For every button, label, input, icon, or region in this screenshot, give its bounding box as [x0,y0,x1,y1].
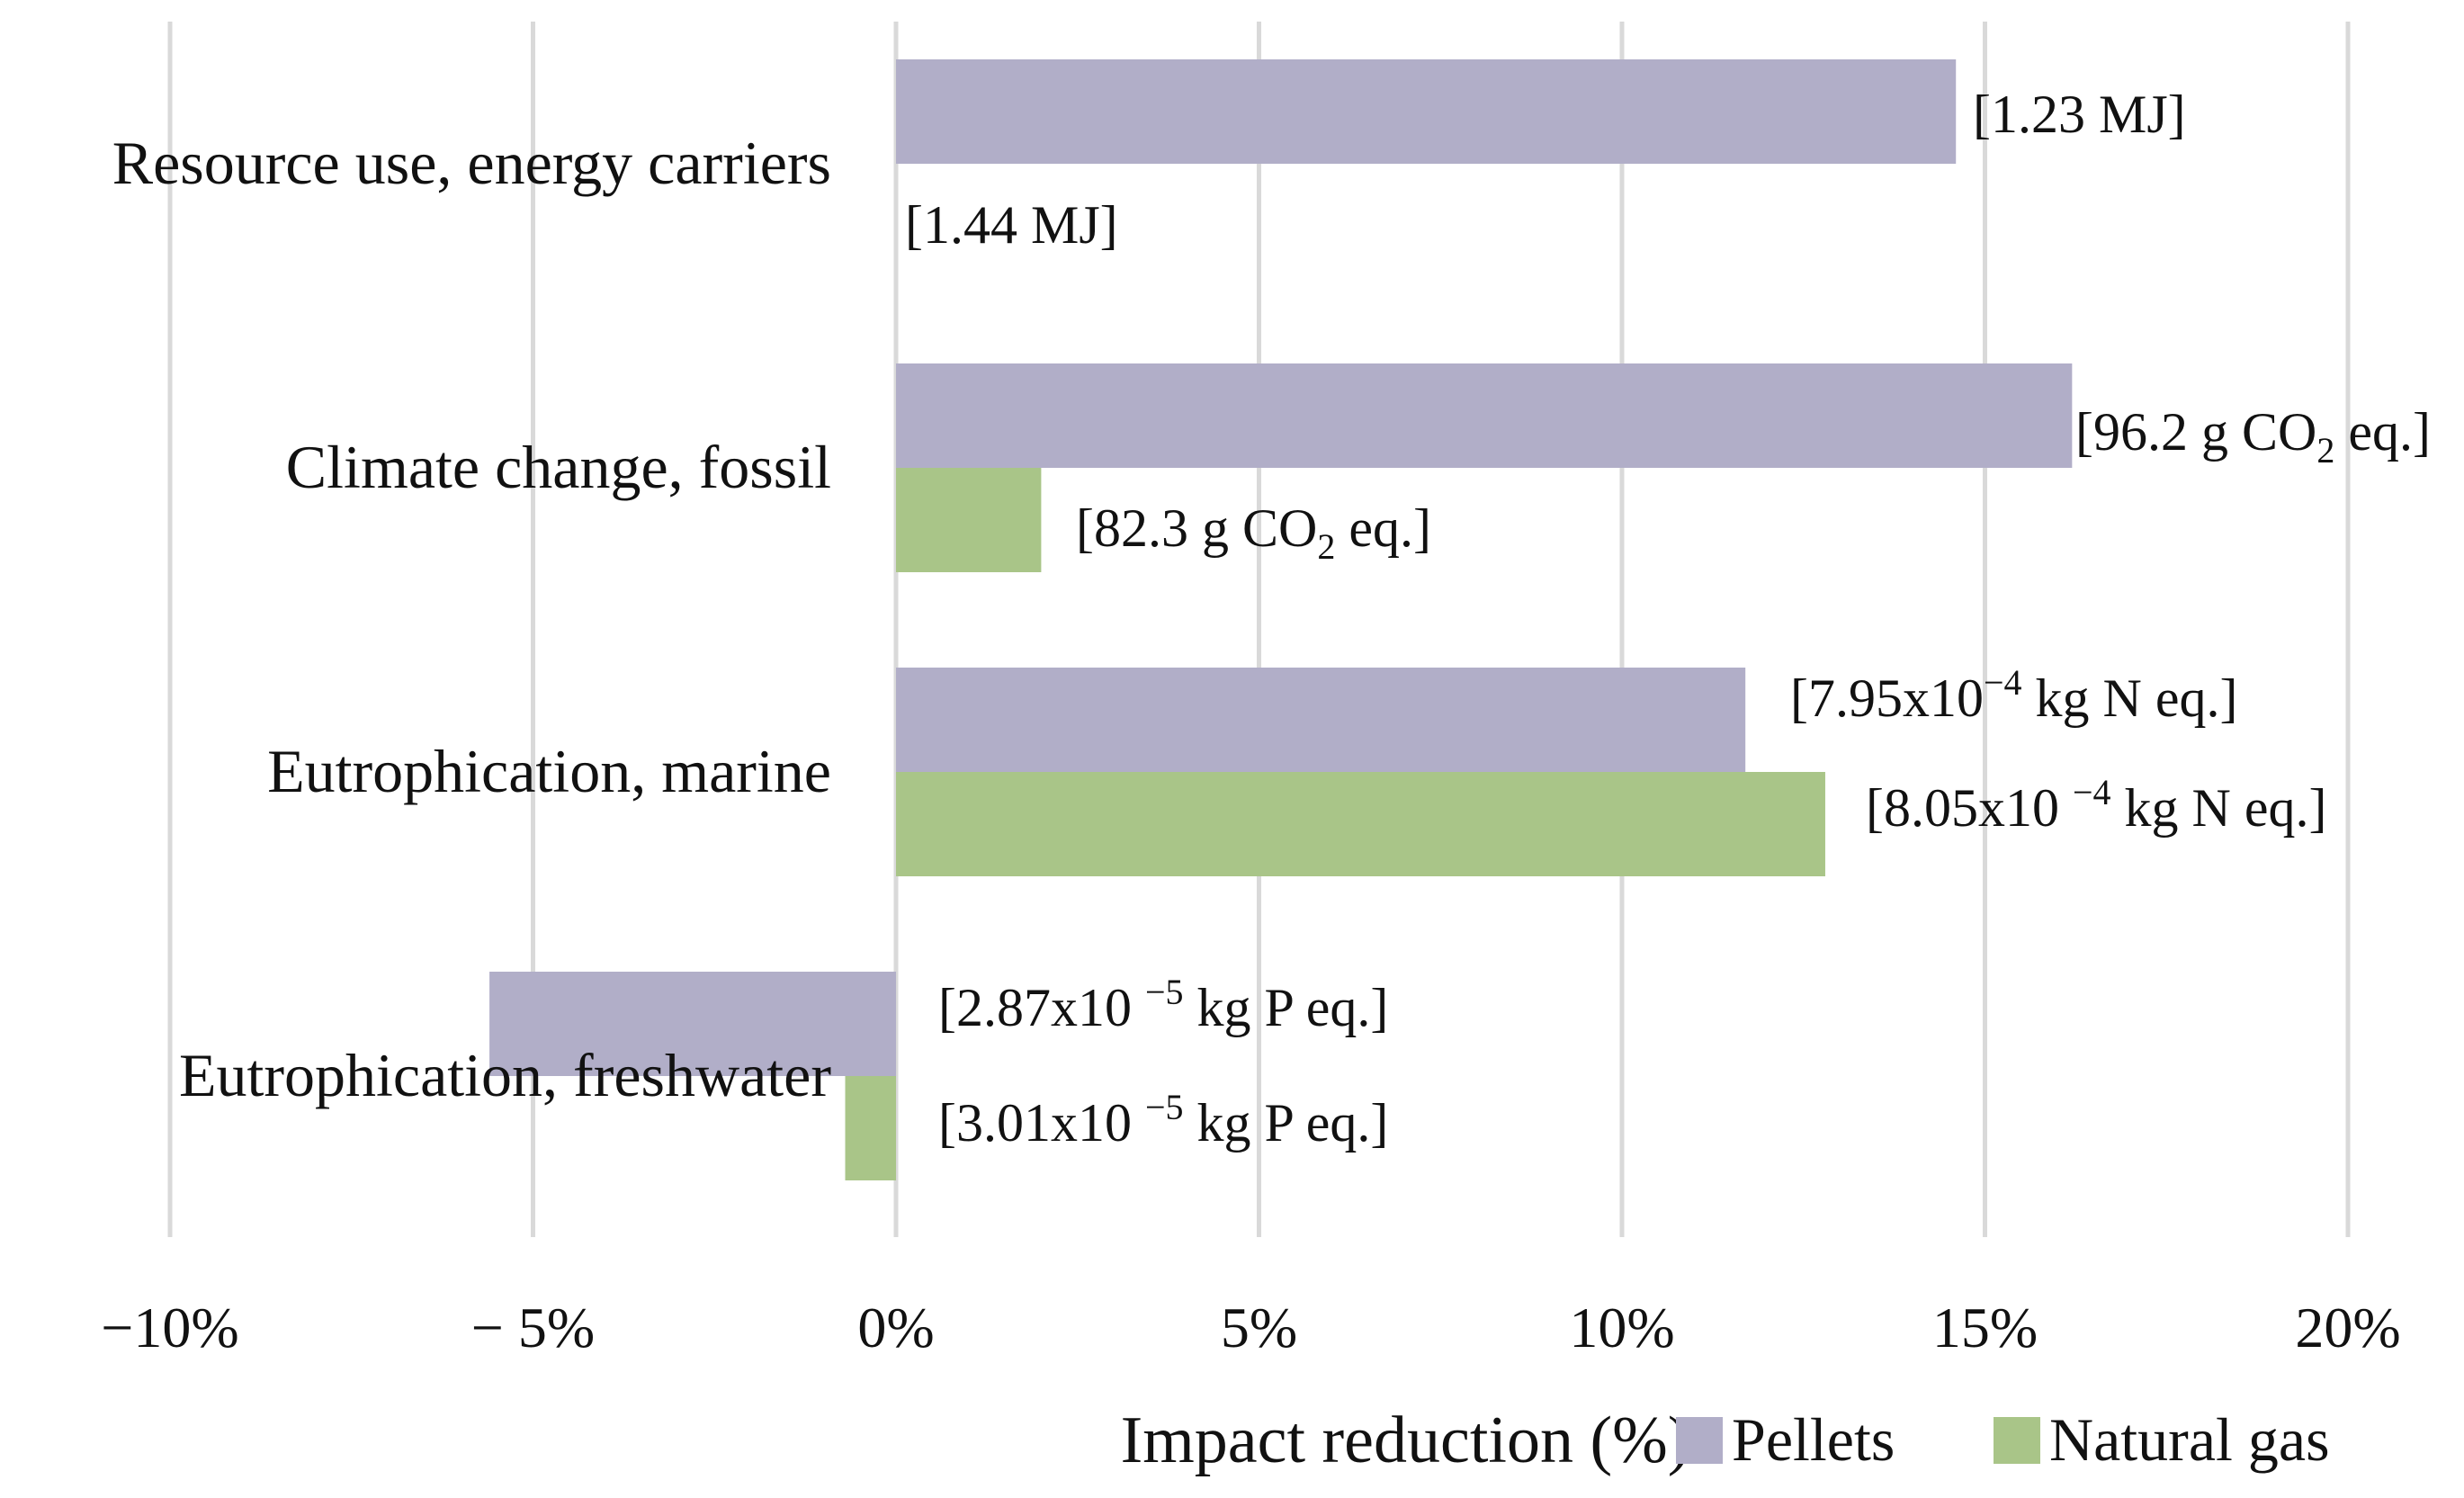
x-tick-label: 15% [1932,1296,2038,1359]
x-tick-label: 5% [1221,1296,1297,1359]
data-label-pellets: [96.2 g CO2 eq.] [2075,402,2431,471]
category-label: Eutrophication, freshwater [179,1041,831,1109]
x-tick-label: −10% [101,1296,238,1359]
data-label-pre: [1.44 MJ] [905,195,1118,255]
x-tick-label: 20% [2295,1296,2400,1359]
gridlines [167,22,2351,1237]
data-label-natural-gas: [82.3 g CO2 eq.] [1076,498,1431,567]
legend-label-natural-gas: Natural gas [2049,1405,2330,1474]
category-label: Climate change, fossil [286,433,831,501]
data-label-pre: [2.87x10 [938,978,1145,1037]
data-label-pre: [1.23 MJ] [1973,85,2186,144]
data-label-pellets: [2.87x10 −5 kg P eq.] [938,972,1388,1037]
category-labels: Resource use, energy carriers Climate cha… [112,129,832,1109]
category-label: Eutrophication, marine [267,737,831,805]
data-label-pre: [82.3 g CO [1076,498,1317,558]
data-label-sub: 2 [1317,526,1335,567]
data-label-mid: eq.] [2334,402,2431,462]
data-label-post: kg N eq.] [2022,668,2238,728]
bar-pellets [896,363,2073,468]
data-label-sup: −5 [1145,1087,1184,1127]
bar-natural-gas [896,468,1042,572]
data-label-sub: 2 [2316,430,2334,471]
x-tick-label: − 5% [471,1296,595,1359]
legend-swatch-pellets [1676,1417,1723,1464]
category-label: Resource use, energy carriers [112,129,831,197]
x-tick-label: 0% [857,1296,934,1359]
data-label-pre: [8.05x10 [1866,778,2073,838]
data-label-natural-gas: [3.01x10 −5 kg P eq.] [938,1087,1388,1153]
data-label-pre: [7.95x10 [1790,668,1984,728]
data-label-post: kg N eq.] [2111,778,2327,838]
data-label-natural-gas: [1.44 MJ] [905,195,1118,255]
data-label-sup: −5 [1145,972,1184,1012]
legend-swatch-natural-gas [1994,1417,2040,1464]
data-label-pre: [3.01x10 [938,1093,1145,1153]
bar-pellets [896,59,1957,164]
legend: Pellets Natural gas [1676,1405,2330,1474]
x-tick-label: 10% [1569,1296,1674,1359]
data-label-pellets: [7.95x10−4 kg N eq.] [1790,662,2238,728]
data-label-pellets: [1.23 MJ] [1973,85,2186,144]
bars [489,59,2073,1180]
data-label-mid: eq.] [1335,498,1431,558]
data-label-pre: [96.2 g CO [2075,402,2316,462]
x-axis-title: Impact reduction (%) [1121,1404,1690,1477]
bar-pellets [896,668,1746,772]
bar-pellets [489,972,896,1076]
bar-natural-gas [845,1076,896,1180]
bar-natural-gas [896,772,1825,876]
data-label-sup: −4 [2073,772,2111,812]
legend-label-pellets: Pellets [1732,1405,1895,1474]
data-labels: [1.23 MJ][1.44 MJ][96.2 g CO2 eq.][82.3 … [905,85,2431,1153]
data-label-sup: −4 [1984,662,2022,703]
data-label-post: kg P eq.] [1184,978,1389,1037]
x-tick-labels: −10% − 5% 0% 5% 10% 15% 20% [101,1296,2400,1359]
data-label-post: kg P eq.] [1184,1093,1389,1153]
data-label-natural-gas: [8.05x10 −4 kg N eq.] [1866,772,2327,838]
